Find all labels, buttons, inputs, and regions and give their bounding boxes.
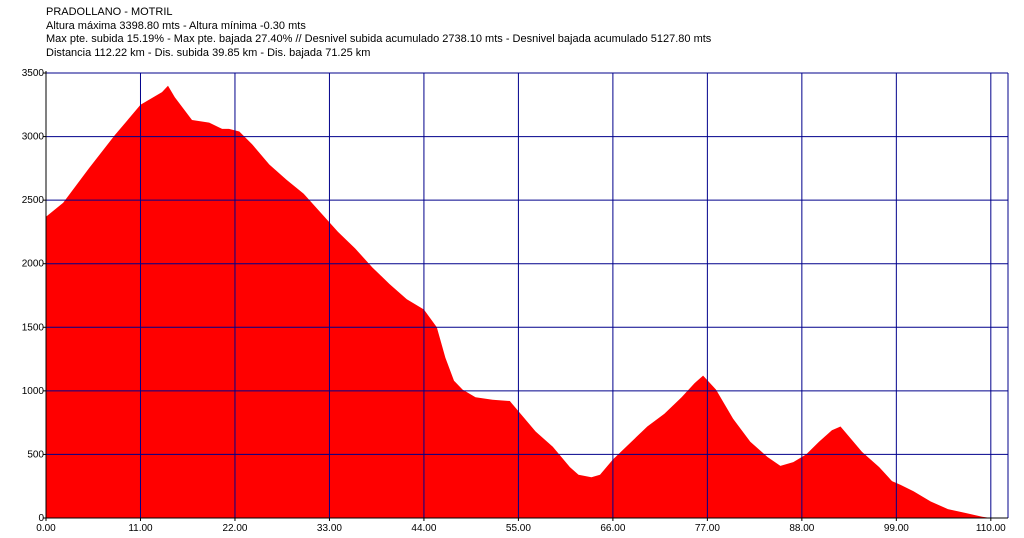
- slope-summary: Max pte. subida 15.19% - Max pte. bajada…: [46, 33, 712, 45]
- x-tick-label: 77.00: [695, 523, 720, 534]
- distance-summary: Distancia 112.22 km - Dis. subida 39.85 …: [46, 46, 371, 59]
- chart-title: PRADOLLANO - MOTRIL: [46, 6, 173, 18]
- x-tick-label: 110.00: [976, 523, 1006, 534]
- x-tick-label: 44.00: [411, 523, 436, 534]
- y-tick-label: 1500: [22, 322, 45, 333]
- x-tick-label: 33.00: [317, 523, 342, 534]
- x-tick-label: 66.00: [600, 523, 625, 534]
- x-tick-label: 55.00: [506, 523, 531, 534]
- y-tick-label: 3000: [22, 132, 45, 143]
- x-tick-label: 99.00: [884, 523, 909, 534]
- elevation-area: [46, 85, 1008, 519]
- x-tick-label: 88.00: [789, 523, 814, 534]
- x-tick-label: 0.00: [36, 523, 56, 534]
- chart-header: PRADOLLANO - MOTRIL Altura máxima 3398.8…: [46, 6, 711, 60]
- altitude-summary: Altura máxima 3398.80 mts - Altura mínim…: [46, 19, 306, 32]
- y-tick-label: 3500: [22, 68, 45, 79]
- y-tick-label: 0: [38, 513, 44, 524]
- x-tick-label: 22.00: [222, 523, 247, 534]
- y-tick-label: 500: [27, 449, 44, 460]
- x-tick-label: 11.00: [128, 523, 153, 534]
- y-tick-label: 2500: [22, 195, 45, 206]
- y-tick-label: 2000: [22, 259, 45, 270]
- y-tick-label: 1000: [22, 386, 45, 397]
